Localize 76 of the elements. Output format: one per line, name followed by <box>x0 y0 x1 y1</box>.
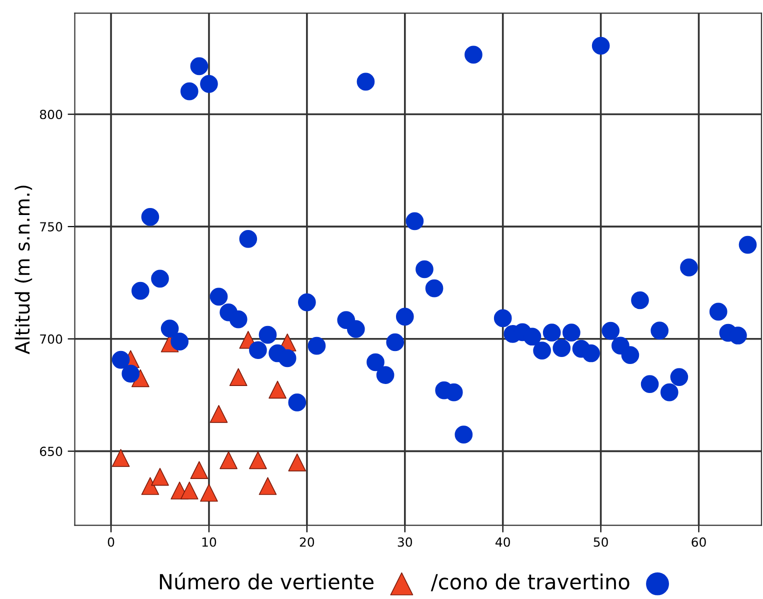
point <box>425 279 444 298</box>
point <box>141 477 160 495</box>
point <box>552 339 571 358</box>
point <box>386 333 404 352</box>
point <box>366 353 384 372</box>
point <box>268 380 286 399</box>
point <box>533 342 551 360</box>
point <box>494 309 512 328</box>
point <box>308 336 326 355</box>
point <box>592 36 610 55</box>
point <box>160 320 179 338</box>
point <box>650 322 669 340</box>
point <box>151 468 169 486</box>
point <box>376 366 394 384</box>
point <box>640 375 659 393</box>
point <box>278 349 296 368</box>
point <box>288 454 306 472</box>
x-tick-label: 30 <box>398 537 412 547</box>
point <box>680 258 698 276</box>
y-tick-label: 800 <box>40 110 62 120</box>
point <box>210 404 228 423</box>
point <box>190 57 208 76</box>
x-tick-label: 0 <box>108 537 114 547</box>
point <box>602 322 620 340</box>
point <box>356 72 375 91</box>
point <box>131 282 150 300</box>
point <box>258 477 277 495</box>
point <box>229 368 248 386</box>
point <box>562 324 580 342</box>
point <box>229 310 248 328</box>
point <box>631 291 649 310</box>
point <box>396 308 414 326</box>
point <box>416 260 434 278</box>
point <box>190 461 208 479</box>
legend-label: Número de vertiente <box>160 572 374 590</box>
y-tick-label: 750 <box>40 222 62 232</box>
y-axis-title: Altitud (m s.n.m.) <box>14 186 32 354</box>
point <box>112 350 130 369</box>
point <box>122 364 140 383</box>
point <box>298 293 316 312</box>
point <box>621 346 640 364</box>
point <box>288 394 306 412</box>
point <box>180 82 198 100</box>
x-tick-label: 20 <box>300 537 314 547</box>
point <box>220 451 238 470</box>
point <box>239 230 258 248</box>
point <box>523 328 542 346</box>
legend-label: /cono de travertino <box>430 573 630 592</box>
point <box>151 270 169 288</box>
y-tick-label: 650 <box>40 446 62 456</box>
point <box>180 482 198 500</box>
point <box>346 320 365 338</box>
point <box>738 236 757 254</box>
point <box>170 332 189 351</box>
x-tick-label: 50 <box>594 537 608 547</box>
point <box>249 341 267 360</box>
point <box>670 368 688 386</box>
point <box>406 212 424 230</box>
x-tick-label: 40 <box>496 537 510 547</box>
point <box>249 451 267 470</box>
point <box>141 208 160 226</box>
y-tick-label: 700 <box>40 334 62 344</box>
point <box>112 449 130 467</box>
point <box>729 326 747 344</box>
x-tick-label: 60 <box>692 537 706 547</box>
point <box>660 383 678 402</box>
x-tick-label: 10 <box>202 537 216 547</box>
point <box>464 46 482 64</box>
point <box>210 288 228 306</box>
point <box>542 324 561 342</box>
point <box>200 75 218 93</box>
point <box>200 484 218 502</box>
point <box>258 326 277 344</box>
point <box>582 344 600 362</box>
point <box>454 426 473 444</box>
point <box>709 302 728 321</box>
